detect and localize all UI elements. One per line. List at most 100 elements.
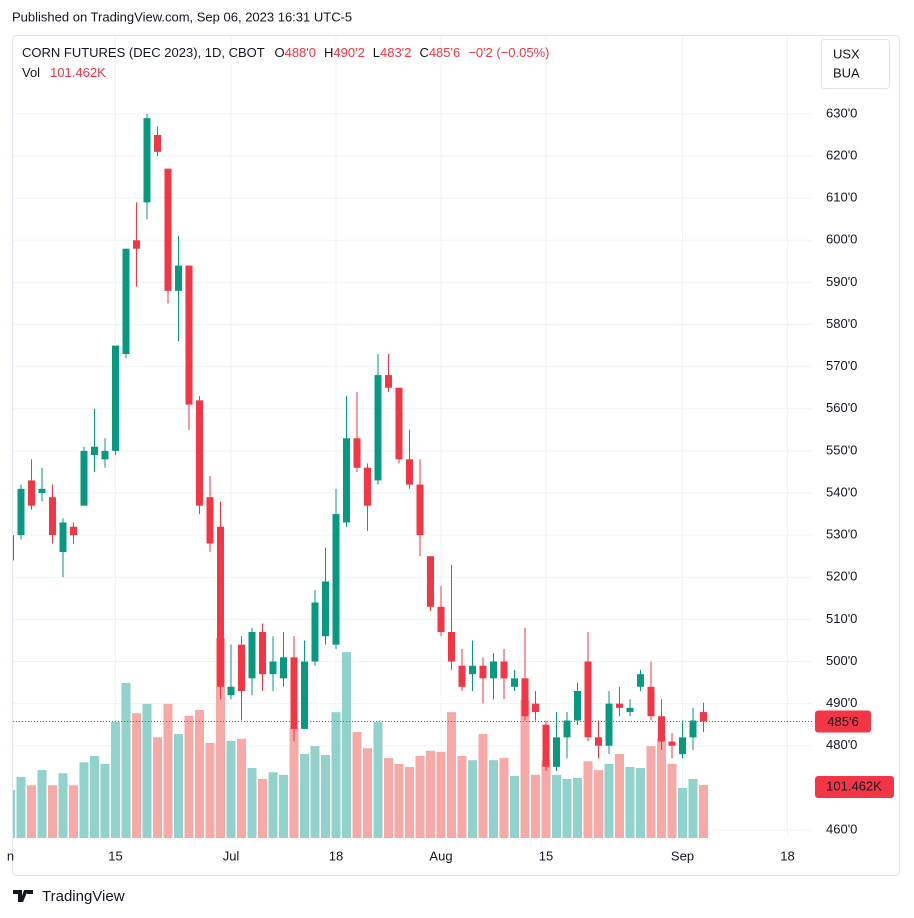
candle-body	[238, 644, 245, 691]
volume-title: Vol	[22, 65, 40, 80]
candle-body	[17, 488, 25, 536]
volume-bar	[615, 753, 624, 838]
volume-bar	[121, 682, 131, 838]
candle-body	[269, 661, 277, 675]
candle-body	[374, 375, 382, 481]
volume-bar	[352, 731, 362, 838]
volume-bar	[562, 778, 572, 838]
candle-body	[28, 480, 35, 506]
y-tick-label: 540'0	[826, 484, 857, 499]
candle-body	[616, 703, 623, 708]
volume-bar	[310, 746, 320, 838]
candle-body	[217, 526, 224, 687]
y-tick-label: 510'0	[826, 611, 857, 626]
currency-box[interactable]	[821, 39, 890, 89]
volume-bar	[468, 760, 477, 838]
volume-bar	[237, 738, 246, 838]
last-price-box	[815, 710, 871, 733]
ohlc: O488'0 H490'2 L483'2 C485'6 −0'2 (−0.05%)	[274, 45, 549, 60]
volume-legend: 101.462K	[50, 65, 106, 80]
volume-bar	[541, 760, 551, 838]
volume-bar	[111, 722, 120, 838]
candle-body	[553, 737, 560, 767]
volume-bar	[667, 763, 677, 838]
publish-line: Published on TradingView.com, Sep 06, 20…	[12, 9, 352, 24]
candle-body	[700, 712, 707, 722]
candle-body	[668, 741, 676, 746]
candle-body	[584, 661, 592, 738]
candle-body	[532, 703, 539, 713]
volume-bar	[489, 760, 498, 838]
candle-body	[679, 737, 686, 755]
volume-bar	[37, 770, 47, 838]
candle-body	[248, 632, 256, 679]
volume-bar	[531, 774, 540, 838]
candle-body	[626, 707, 634, 713]
candle-body	[143, 118, 151, 203]
volume-bar	[604, 763, 614, 838]
legend-key: L	[373, 45, 380, 60]
volume-bar	[415, 756, 425, 838]
candle-body	[206, 497, 214, 544]
candle-body	[658, 716, 665, 742]
volume-bar	[688, 778, 698, 838]
candle-body	[406, 459, 413, 485]
candle-body	[49, 497, 56, 536]
candle-body	[343, 438, 350, 523]
legend-value: 485'6	[429, 45, 460, 60]
volume-bar	[321, 754, 330, 838]
x-tick-label: 15	[539, 848, 553, 863]
candle-body	[416, 484, 424, 536]
volume-bar	[226, 740, 236, 838]
candle-body	[227, 686, 235, 696]
footer-logo	[13, 890, 33, 902]
volume-bar	[636, 768, 645, 838]
y-tick-label: 460'0	[826, 821, 857, 836]
volume-bar	[48, 785, 57, 838]
chart-frame	[12, 35, 900, 876]
volume-bar	[331, 712, 341, 838]
volume-bar	[195, 710, 204, 838]
y-tick-label: 530'0	[826, 527, 857, 542]
volume-bar	[174, 734, 183, 838]
candle-body	[490, 661, 497, 679]
volume-bar	[594, 770, 603, 838]
y-tick-label: 520'0	[826, 569, 857, 584]
candle-body	[112, 345, 119, 451]
volume-bar	[478, 734, 488, 838]
volume-bar	[289, 727, 299, 838]
candle-body	[301, 661, 308, 729]
last-volume-label: 101.462K	[826, 778, 882, 793]
candle-body	[395, 387, 403, 460]
volume-bar	[163, 703, 173, 838]
volume-bar	[573, 777, 582, 838]
volume-bar	[373, 722, 383, 838]
legend-value: 488'0	[285, 45, 316, 60]
footer-brand: TradingView	[42, 888, 125, 905]
candle-body	[605, 703, 613, 746]
volume-bar	[27, 785, 36, 838]
volume-bar	[142, 703, 152, 838]
currency: USX	[833, 46, 860, 61]
volume-bar	[499, 758, 509, 838]
axes: 460'0 480'0 490'0 500'0 510'0 520'0 530'0 540'0…	[7, 105, 894, 863]
volume-bar	[79, 762, 89, 838]
volume-bar	[58, 773, 68, 838]
candle-body	[385, 375, 392, 388]
candle-body	[511, 678, 518, 687]
y-tick-label: 500'0	[826, 653, 857, 668]
volume-bar	[646, 746, 656, 838]
volume-bar	[247, 768, 257, 838]
volume-legend-line: Vol 101.462K	[22, 65, 106, 80]
last-volume-box	[815, 776, 894, 799]
volume-bar	[583, 761, 593, 838]
volume-bar	[184, 715, 194, 838]
candle-body	[637, 674, 644, 687]
candle-body	[469, 665, 476, 675]
candle-body	[290, 657, 298, 729]
volume-bar	[268, 772, 278, 838]
candle-body	[154, 134, 161, 152]
volume-bar	[100, 763, 110, 838]
y-tick-label: 620'0	[826, 147, 857, 162]
volume-bar	[384, 758, 393, 838]
